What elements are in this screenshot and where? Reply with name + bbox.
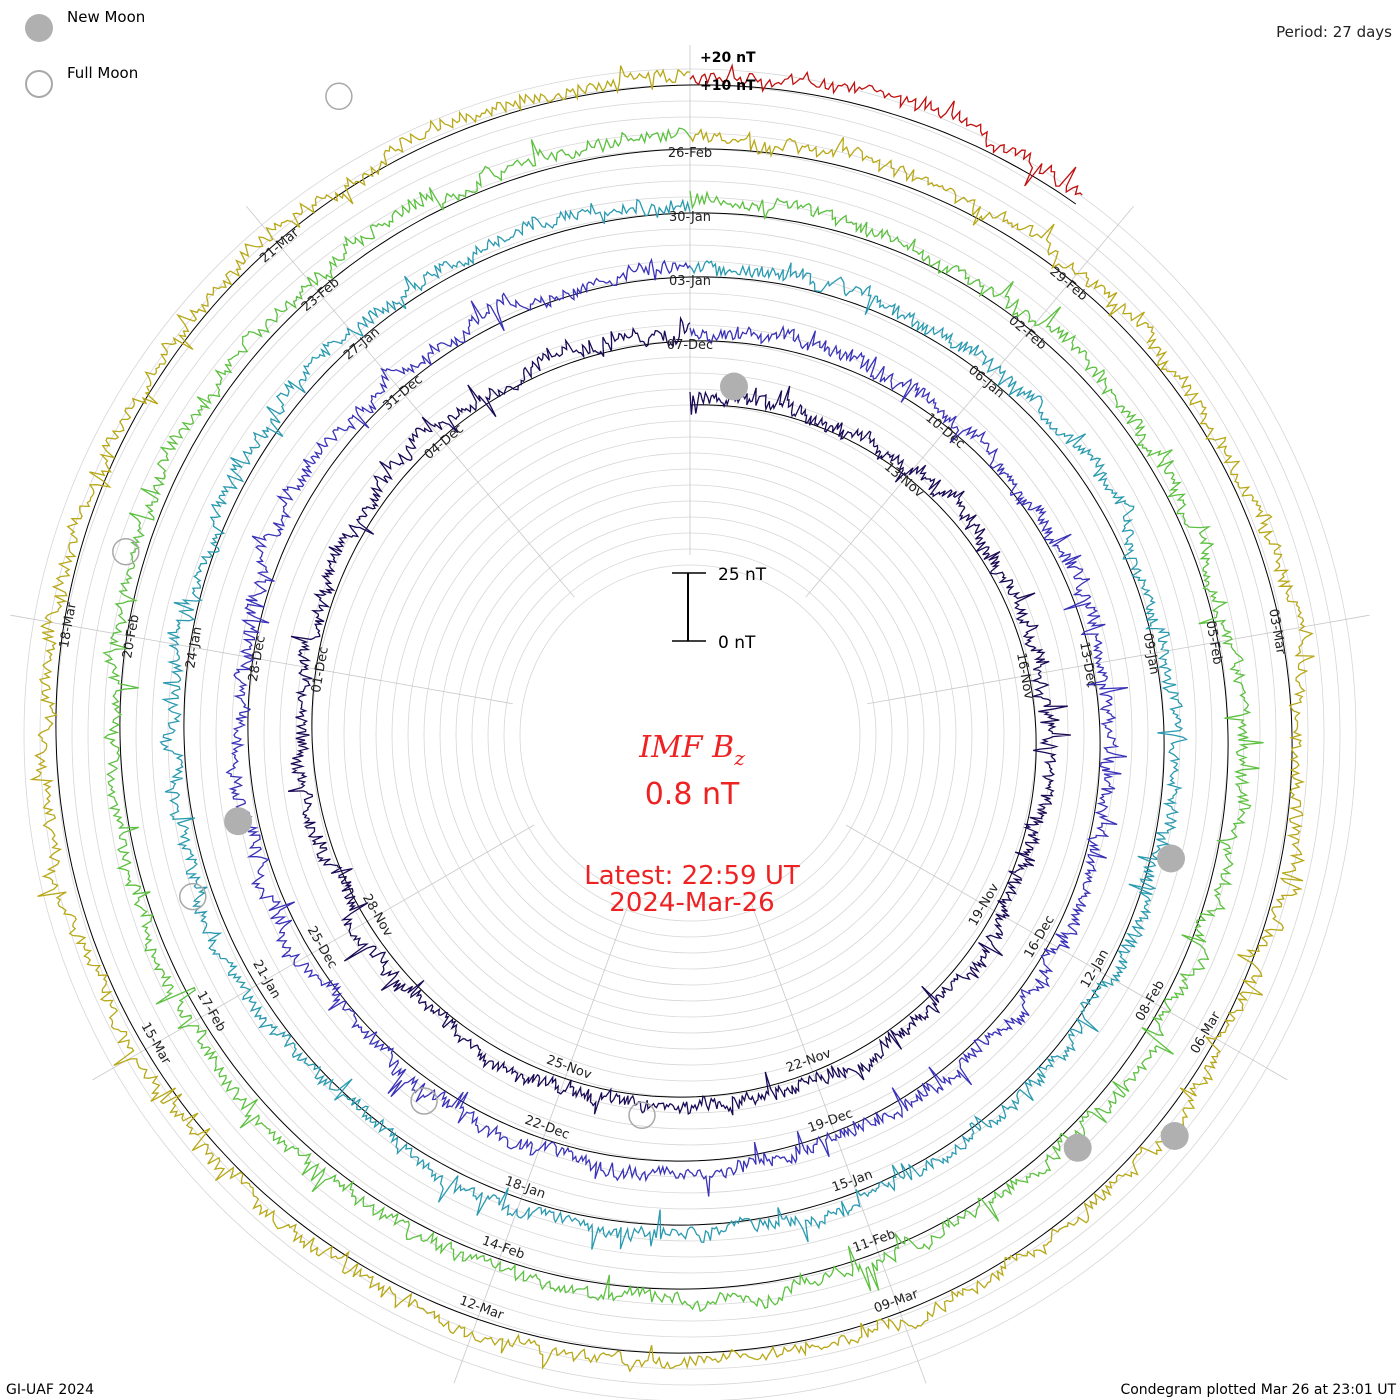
date-tick-label: 29-Feb: [1047, 264, 1091, 304]
date-tick-label: 18-Jan: [503, 1174, 548, 1202]
center-title-main: IMF B: [638, 730, 734, 765]
zero-baselines: [55, 84, 1293, 1354]
date-tick-label: 28-Nov: [359, 892, 395, 940]
date-tick-label: 25-Dec: [304, 924, 340, 972]
date-tick-label: 24-Jan: [183, 626, 205, 670]
date-tick-label: 12-Jan: [1078, 947, 1112, 991]
date-tick-label: 22-Dec: [523, 1113, 572, 1143]
trace-rotation-3: [159, 198, 1188, 1250]
plot-timestamp: Condegram plotted Mar 26 at 23:01 UT: [1120, 1382, 1396, 1398]
credit-label: GI-UAF 2024: [6, 1382, 94, 1398]
full-moon-label: Full Moon: [67, 64, 139, 82]
period-label: Period: 27 days: [1276, 23, 1392, 41]
date-tick-label: 09-Mar: [872, 1287, 921, 1317]
scale-bar: 25 nT 0 nT: [672, 565, 767, 653]
grid-spoke: [751, 904, 927, 1384]
grid-spoke: [867, 614, 1370, 705]
full-moon-marker: [112, 537, 140, 566]
date-tick-label: 15-Mar: [138, 1020, 174, 1068]
grid-spoke: [845, 824, 1288, 1081]
new-moon-marker: [224, 807, 253, 836]
trace-rotation-5: [29, 65, 1315, 1373]
legend-full-moon: Full Moon: [25, 64, 138, 98]
date-tick-label: 13-Nov: [881, 459, 927, 501]
date-tick-label: 14-Feb: [480, 1233, 527, 1262]
date-tick-label: 07-Dec: [667, 338, 713, 353]
full-moon-icon: [25, 70, 53, 98]
full-moon-marker: [628, 1101, 656, 1130]
baseline-rotation-4: [119, 148, 1229, 1290]
new-moon-marker: [720, 372, 748, 401]
new-moon-marker: [1063, 1133, 1092, 1162]
date-tick-label: 26-Feb: [668, 146, 712, 161]
scale-label-10: +10 nT: [700, 78, 756, 94]
new-moon-marker: [1160, 1122, 1189, 1150]
date-tick-label: 27-Jan: [341, 325, 383, 363]
trace-rotation-6: [689, 63, 1083, 196]
date-tick-label: 02-Feb: [1005, 313, 1049, 353]
baseline-rotation-6: [689, 84, 1077, 205]
date-tick-label: 13-Dec: [1076, 641, 1099, 689]
scale-label-20: +20 nT: [700, 50, 756, 66]
latest-time: Latest: 22:59 UT: [584, 861, 800, 891]
grid-spoke: [92, 824, 535, 1081]
center-title-sub: z: [733, 746, 745, 770]
date-tick-label: 05-Feb: [1202, 620, 1224, 666]
trace-rotation-4: [102, 127, 1264, 1313]
date-tick-label: 21-Mar: [257, 225, 302, 266]
full-moon-marker: [179, 882, 207, 911]
new-moon-marker: [1157, 844, 1185, 873]
scale-bar-top-label: 25 nT: [718, 565, 767, 585]
center-value: 0.8 nT: [645, 777, 740, 812]
trace-rotation-2: [225, 257, 1129, 1197]
date-tick-label: 09-Jan: [1140, 632, 1162, 676]
moon-markers: [112, 82, 1189, 1162]
date-tick-label: 04-Dec: [422, 421, 467, 462]
date-tick-label: 03-Jan: [669, 274, 711, 289]
date-tick-label: 01-Dec: [309, 646, 332, 694]
scale-bar-bottom-label: 0 nT: [718, 633, 756, 653]
baseline-rotation-5: [55, 84, 1293, 1354]
date-tick-label: 30-Jan: [669, 210, 711, 225]
grid-spoke: [805, 206, 1134, 598]
grid-spoke: [246, 206, 575, 598]
trace-rotation-1: [287, 315, 1071, 1116]
date-tick-label: 08-Feb: [1133, 978, 1168, 1024]
radial-spokes: [10, 45, 1370, 1384]
grid-spoke: [453, 904, 629, 1384]
full-moon-marker: [410, 1087, 438, 1115]
date-tick-label: 16-Nov: [1013, 652, 1036, 701]
full-moon-marker: [325, 82, 353, 111]
new-moon-label: New Moon: [67, 8, 146, 26]
date-tick-label: 18-Mar: [57, 601, 80, 649]
date-tick-label: 03-Mar: [1265, 608, 1288, 656]
baseline-rotation-3: [183, 212, 1165, 1226]
baseline-rotation-1: [311, 340, 1037, 1098]
date-tick-label: 12-Mar: [457, 1293, 506, 1323]
center-readout: IMF Bz 0.8 nT Latest: 22:59 UT 2024-Mar-…: [584, 730, 800, 918]
latest-date: 2024-Mar-26: [609, 888, 774, 918]
center-title: IMF Bz: [638, 730, 745, 770]
date-tick-label: 22-Nov: [784, 1046, 833, 1076]
grid-circle: [519, 564, 861, 906]
grid-spoke: [10, 614, 513, 705]
data-traces: [29, 63, 1315, 1373]
new-moon-icon: [25, 14, 53, 42]
baseline-rotation-2: [247, 276, 1101, 1162]
legend-new-moon: New Moon: [25, 8, 145, 42]
date-tick-label: 21-Jan: [249, 958, 283, 1002]
